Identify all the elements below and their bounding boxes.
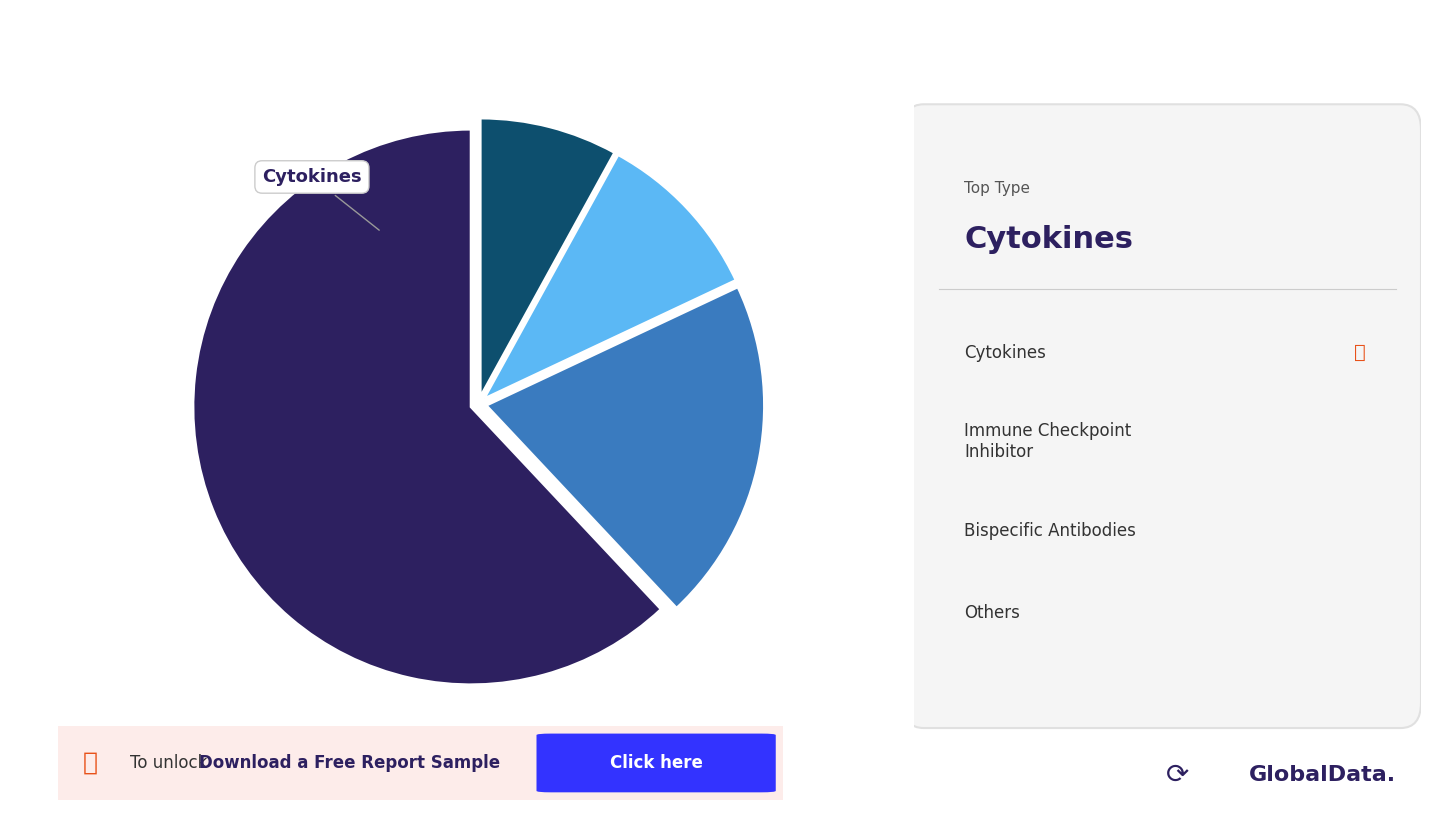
Text: Bispecific Antibodies: Bispecific Antibodies	[964, 521, 1137, 539]
Text: Cytokines: Cytokines	[262, 168, 380, 230]
Text: Click here: Click here	[609, 754, 703, 772]
Text: 🔒: 🔒	[1354, 343, 1366, 362]
Text: Download a Free Report Sample: Download a Free Report Sample	[199, 754, 500, 772]
Wedge shape	[487, 287, 764, 608]
Text: GlobalData.: GlobalData.	[1248, 765, 1395, 785]
Text: Cytokines: Cytokines	[964, 225, 1134, 255]
Text: ⟳: ⟳	[1166, 761, 1189, 789]
Wedge shape	[193, 130, 661, 685]
Text: Top Type: Top Type	[964, 180, 1031, 196]
Text: 🔒: 🔒	[83, 751, 99, 775]
FancyBboxPatch shape	[903, 104, 1421, 728]
Text: Cytokines: Cytokines	[964, 344, 1045, 361]
Text: Immune Checkpoint
Inhibitor: Immune Checkpoint Inhibitor	[964, 422, 1131, 461]
Wedge shape	[484, 155, 735, 398]
FancyBboxPatch shape	[536, 734, 776, 792]
Text: To unlock: To unlock	[130, 754, 213, 772]
Text: Others: Others	[964, 605, 1021, 623]
Wedge shape	[480, 118, 615, 396]
FancyBboxPatch shape	[29, 723, 812, 803]
